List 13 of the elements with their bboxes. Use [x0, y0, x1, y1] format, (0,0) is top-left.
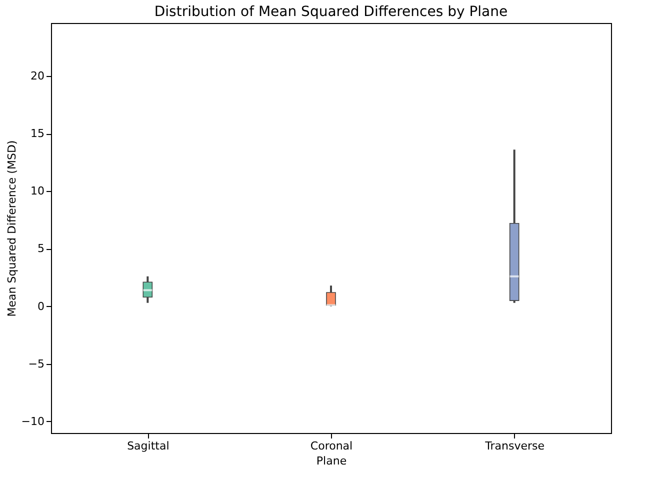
y-tick-label: 10: [30, 184, 44, 198]
chart-title: Distribution of Mean Squared Differences by Plane: [154, 4, 508, 20]
y-tick-label: 15: [30, 127, 44, 140]
x-tick-label: Transverse: [484, 440, 545, 452]
y-tick-label: 5: [38, 242, 44, 256]
y-tick-label: 20: [30, 69, 44, 82]
x-axis-title: Plane: [316, 454, 347, 468]
x-tick-label: Coronal: [310, 440, 353, 452]
y-axis-title: Mean Squared Difference (MSD): [5, 140, 18, 317]
y-tick-label: 0: [38, 300, 44, 313]
y-tick-label: −5: [28, 357, 44, 370]
y-tick-label: −10: [21, 414, 44, 428]
x-tick-label: Sagittal: [127, 440, 170, 452]
